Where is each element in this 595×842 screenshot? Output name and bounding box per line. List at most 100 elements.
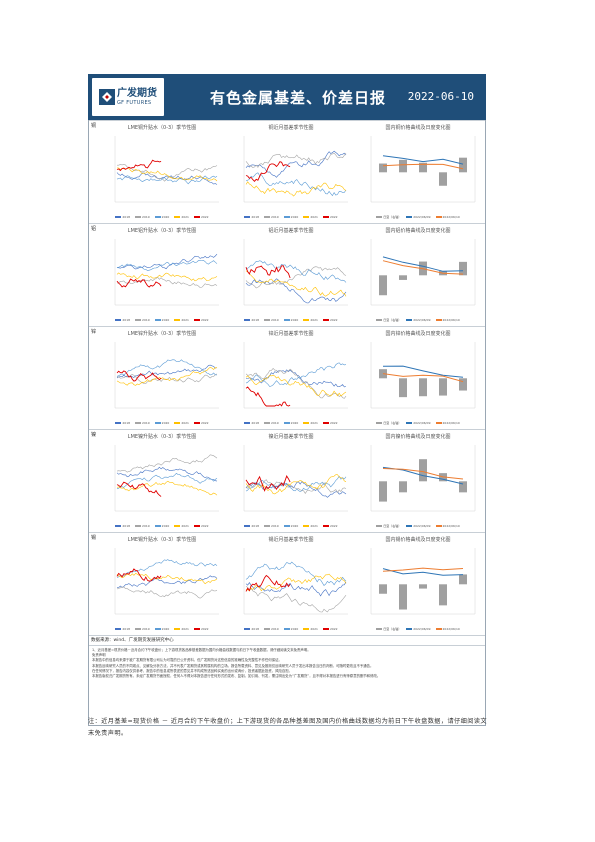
legend-item: 2019 [264, 421, 279, 425]
legend-swatch [174, 525, 181, 527]
legend-label: 2022/06/09 [413, 215, 431, 219]
legend-label: 2022/06/10 [442, 524, 460, 528]
series-line-2021 [116, 167, 218, 182]
legend-label: 2021 [310, 421, 318, 425]
legend-label: 2018 [122, 524, 131, 528]
legend-label: 2018 [122, 627, 131, 631]
legend-swatch [244, 216, 251, 218]
legend-label: 2022 [329, 524, 338, 528]
footnote: 注：近月基差=现货价格 － 近月合约下午收盘价；上下游现货的各品种基差图及国内价… [88, 718, 487, 737]
legend-label: 2019 [271, 627, 279, 631]
chart-plot [370, 548, 476, 615]
day-change-bar [399, 378, 407, 398]
series-line-2020 [116, 259, 218, 272]
legend-label: 2019 [271, 215, 279, 219]
chart-title: 镍近月基差季节性图 [268, 434, 314, 440]
chart-plot [243, 239, 348, 306]
price-curve-chart: 国内锌价格曲线及日度变化图 日变（右轴） 2022/06/09 2022/06/10 [357, 331, 479, 427]
legend-swatch [135, 216, 142, 218]
legend-swatch [406, 525, 413, 527]
series-line-2018 [116, 364, 218, 379]
data-source: 数据来源：wind、广发期货发展研究中心 [89, 635, 485, 645]
legend-swatch [376, 216, 383, 218]
legend-swatch [283, 319, 290, 321]
legend-item: 2022/06/10 [435, 524, 460, 528]
legend-swatch [193, 422, 200, 424]
legend-label: 2021 [181, 215, 189, 219]
legend-item: 2020 [154, 318, 169, 322]
legend-item: 2020 [283, 421, 299, 425]
legend-label: 2020 [290, 421, 299, 425]
chart-title: LME镍升贴水（0-3）季节性图 [127, 434, 197, 440]
price-curve-chart: 国内锡价格曲线及日度变化图 日变（右轴） 2022/06/09 2022/06/10 [357, 537, 479, 633]
legend-item: 2022 [193, 215, 209, 219]
chart-title: 国内铜价格曲线及日度变化图 [385, 125, 451, 131]
legend-swatch [154, 525, 161, 527]
series-line-2019 [245, 152, 347, 168]
legend-swatch [322, 628, 329, 630]
price-curve-line [382, 468, 464, 480]
gf-futures-logo: 广发期货 GF FUTURES [92, 78, 164, 116]
day-change-bar [399, 481, 407, 493]
day-change-bar [419, 378, 427, 397]
chart-title: LME铜升贴水（0-3）季节性图 [127, 125, 197, 131]
section-label: 铝 [91, 226, 97, 232]
series-line-2021 [116, 272, 218, 282]
legend-swatch [322, 319, 329, 321]
legend-label: 2022/06/09 [413, 627, 431, 631]
disclaimer-notes: 1、近月基差=现货价格－近月合约下午收盘价；上下游现货各品种基差数据为国内价格曲… [89, 645, 485, 725]
legend-item: 2022 [322, 318, 338, 322]
legend-swatch [303, 628, 310, 630]
legend-swatch [406, 216, 413, 218]
legend-swatch [264, 216, 271, 218]
legend-swatch [322, 216, 329, 218]
legend-label: 2022 [200, 215, 209, 219]
legend-swatch [115, 319, 122, 321]
legend-label: 2021 [181, 421, 189, 425]
chart-plot [114, 548, 219, 615]
legend-item: 2020 [283, 215, 298, 219]
legend-item: 2022/06/09 [406, 318, 431, 322]
chart-legend: 2018 2019 2020 2021 2022 [101, 523, 223, 529]
legend-label: 2022 [200, 524, 209, 528]
series-line-2020 [116, 175, 218, 185]
lme-spread-seasonal-chart: LME锡升贴水（0-3）季节性图 2018 2019 2020 2021 2022 [101, 537, 223, 633]
legend-swatch [435, 628, 442, 630]
legend-item: 2022 [322, 627, 338, 631]
chart-plot [243, 548, 348, 615]
series-line-2022 [245, 474, 291, 492]
legend-swatch [193, 628, 200, 630]
legend-item: 2021 [174, 318, 189, 322]
series-line-2020 [116, 359, 218, 377]
legend-label: 2022/06/09 [413, 421, 431, 425]
legend-item: 2021 [303, 215, 318, 219]
chart-plot [370, 136, 476, 203]
price-curve-line [382, 567, 464, 572]
series-line-2022 [245, 265, 291, 279]
legend-item: 2018 [115, 318, 130, 322]
legend-swatch [322, 422, 329, 424]
legend-label: 2018 [122, 421, 131, 425]
legend-label: 2018 [251, 627, 260, 631]
series-line-2019 [117, 164, 218, 182]
legend-label: 2022/06/10 [442, 627, 460, 631]
legend-item: 2018 [244, 215, 259, 219]
series-line-2021 [245, 270, 347, 297]
legend-item: 2022/06/10 [435, 627, 460, 631]
legend-swatch [193, 319, 200, 321]
price-curve-line [382, 256, 464, 272]
day-change-bar [459, 378, 467, 391]
legend-item: 2019 [135, 421, 150, 425]
chart-legend: 2018 2019 2020 2021 2022 [230, 523, 352, 529]
legend-label: 2019 [271, 421, 279, 425]
legend-swatch [376, 628, 383, 630]
series-line-2019 [245, 367, 347, 399]
legend-label: 日变（右轴） [383, 215, 402, 219]
price-curve-line [382, 260, 464, 275]
series-line-2018 [116, 253, 218, 270]
legend-label: 2022 [329, 318, 338, 322]
chart-legend: 日变（右轴） 2022/06/09 2022/06/10 [357, 420, 479, 426]
section-label: 锌 [91, 329, 97, 335]
legend-item: 2021 [174, 627, 189, 631]
chart-legend: 2018 2019 2020 2021 2022 [101, 420, 223, 426]
